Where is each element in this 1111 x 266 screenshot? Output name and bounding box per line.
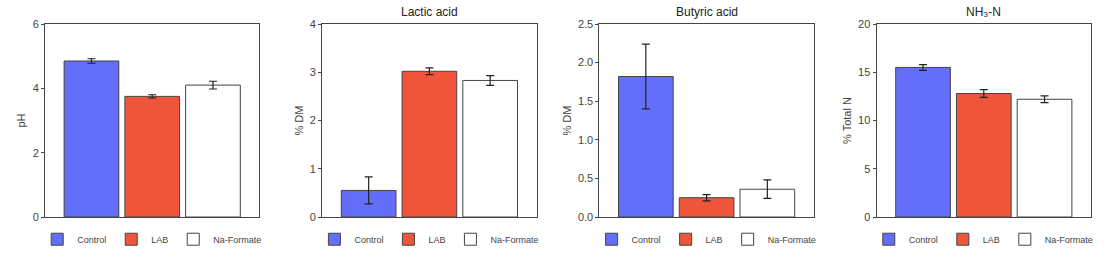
svg-text:6: 6 [33,18,39,30]
svg-text:LAB: LAB [706,235,723,245]
svg-text:Control: Control [632,235,661,245]
svg-text:5: 5 [864,163,870,175]
svg-text:Na-Formate: Na-Formate [1045,235,1093,245]
svg-text:0: 0 [864,211,870,223]
svg-text:Control: Control [909,235,938,245]
svg-text:LAB: LAB [428,235,445,245]
svg-text:pH: pH [15,113,27,127]
svg-text:% DM: % DM [561,106,573,136]
svg-text:15: 15 [858,66,870,78]
svg-text:Lactic acid: Lactic acid [401,5,458,19]
svg-text:2.0: 2.0 [578,56,593,68]
svg-text:NH₃-N: NH₃-N [966,5,1001,19]
svg-text:2: 2 [310,114,316,126]
svg-text:10: 10 [858,114,870,126]
svg-text:Control: Control [354,235,383,245]
svg-text:0.0: 0.0 [578,211,593,223]
svg-text:20: 20 [858,18,870,30]
svg-text:0: 0 [33,211,39,223]
svg-text:1: 1 [310,163,316,175]
svg-text:1.5: 1.5 [578,95,593,107]
svg-text:LAB: LAB [151,235,168,245]
svg-text:Butyric acid: Butyric acid [676,5,738,19]
svg-text:0: 0 [310,211,316,223]
svg-text:% Total N: % Total N [841,97,853,144]
svg-text:4: 4 [33,82,39,94]
svg-text:0.5: 0.5 [578,172,593,184]
svg-text:4: 4 [310,18,316,30]
svg-text:% DM: % DM [293,106,305,136]
svg-text:Control: Control [77,235,106,245]
svg-text:2: 2 [33,147,39,159]
svg-text:1.0: 1.0 [578,134,593,146]
svg-text:Na-Formate: Na-Formate [490,235,538,245]
svg-text:LAB: LAB [983,235,1000,245]
svg-text:2.5: 2.5 [578,18,593,30]
svg-text:Na-Formate: Na-Formate [768,235,816,245]
svg-text:Na-Formate: Na-Formate [213,235,261,245]
svg-text:3: 3 [310,66,316,78]
